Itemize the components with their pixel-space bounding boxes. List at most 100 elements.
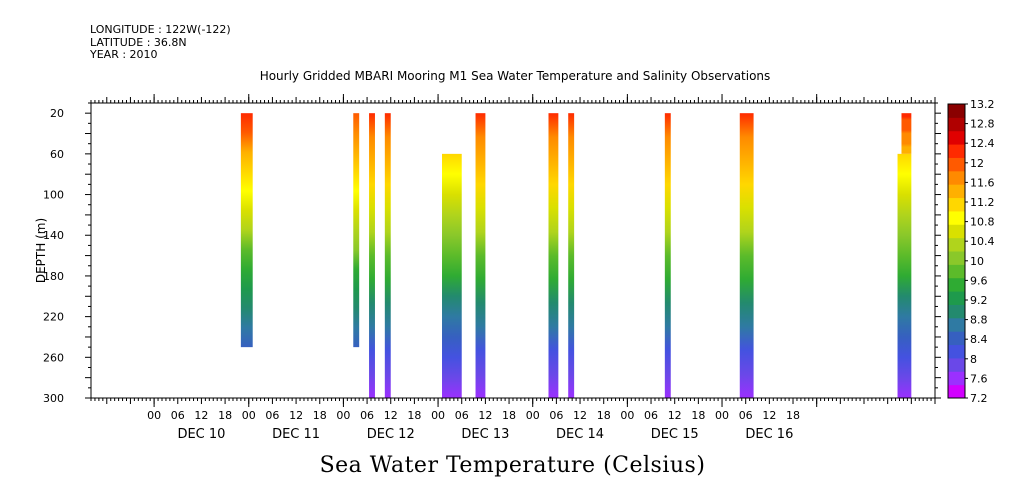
colorbar-tick-label: 11.6 xyxy=(970,176,995,189)
colorbar-tick-label: 8.8 xyxy=(970,314,988,327)
colorbar-swatch xyxy=(948,157,965,172)
temperature-profile-bar xyxy=(369,113,375,398)
colorbar-tick-label: 11.2 xyxy=(970,196,995,209)
hour-tick-label: 12 xyxy=(762,409,776,422)
day-label: DEC 15 xyxy=(651,427,699,442)
colorbar-swatch xyxy=(948,304,965,319)
colorbar-swatch xyxy=(948,237,965,252)
colorbar: 13.2 12.8 12.4 12 11.6 11.2 10.8 10.4 10 9.6 9.2 8.… xyxy=(947,98,995,405)
colorbar-swatch xyxy=(948,344,965,359)
day-label: DEC 14 xyxy=(556,427,604,442)
hour-tick-label: 18 xyxy=(691,409,705,422)
y-axis-label: DEPTH (m) xyxy=(34,218,48,283)
temperature-profile-bar xyxy=(442,153,462,398)
colorbar-tick-label: 8.4 xyxy=(970,333,988,346)
day-label: DEC 13 xyxy=(461,427,509,442)
temperature-profile-bar xyxy=(664,113,671,398)
colorbar-swatch xyxy=(948,264,965,279)
hour-tick-label: 06 xyxy=(549,409,563,422)
hour-tick-label: 18 xyxy=(407,409,421,422)
temperature-profile-bar xyxy=(384,113,391,398)
day-label: DEC 11 xyxy=(272,427,320,442)
day-label: DEC 10 xyxy=(177,427,225,442)
hour-tick-label: 00 xyxy=(242,409,256,422)
colorbar-swatch xyxy=(948,251,965,265)
colorbar-tick-label: 13.2 xyxy=(970,98,995,111)
colorbar-swatch xyxy=(948,117,965,132)
colorbar-tick-label: 10.4 xyxy=(970,235,995,248)
hour-tick-label: 12 xyxy=(668,409,682,422)
hour-tick-label: 12 xyxy=(478,409,492,422)
y-tick-label: 20 xyxy=(50,107,64,120)
year-text: YEAR : 2010 xyxy=(90,48,158,61)
mooring-metadata: LONGITUDE : 122W(-122) LATITUDE : 36.8N … xyxy=(90,23,231,62)
colorbar-swatch xyxy=(948,224,965,239)
hour-tick-label: 06 xyxy=(739,409,753,422)
y-tick-label: 300 xyxy=(43,392,64,405)
hour-tick-label: 12 xyxy=(384,409,398,422)
colorbar-tick-label: 7.6 xyxy=(970,372,988,385)
hour-tick-label: 12 xyxy=(289,409,303,422)
latitude-text: LATITUDE : 36.8N xyxy=(90,35,187,49)
colorbar-tick-label: 8 xyxy=(970,353,977,366)
y-tick-label: 100 xyxy=(43,189,64,202)
colorbar-tick-label: 10 xyxy=(970,255,984,268)
hour-tick-label: 00 xyxy=(526,409,540,422)
y-tick-label: 260 xyxy=(43,351,64,364)
hour-tick-label: 18 xyxy=(786,409,800,422)
hour-tick-label: 06 xyxy=(265,409,279,422)
hour-tick-label: 06 xyxy=(455,409,469,422)
hour-tick-label: 00 xyxy=(715,409,729,422)
hour-tick-label: 00 xyxy=(147,409,161,422)
hour-tick-label: 06 xyxy=(644,409,658,422)
colorbar-swatch xyxy=(948,210,965,225)
temperature-profile-bar xyxy=(240,113,253,348)
colorbar-swatch xyxy=(948,331,965,346)
hour-tick-label: 12 xyxy=(573,409,587,422)
colorbar-tick-label: 12 xyxy=(970,157,984,170)
colorbar-swatch xyxy=(948,144,965,158)
colorbar-swatch xyxy=(948,357,965,372)
temperature-profile-bar xyxy=(901,113,912,154)
colorbar-variable-label: Sea Water Temperature (Celsius) xyxy=(319,453,706,478)
day-label: DEC 16 xyxy=(745,427,793,442)
colorbar-tick-label: 7.2 xyxy=(970,392,988,405)
hour-tick-label: 00 xyxy=(336,409,350,422)
temperature-profile-bar xyxy=(897,153,912,398)
colorbar-swatch xyxy=(948,130,965,145)
colorbar-tick-label: 12.8 xyxy=(970,118,995,131)
colorbar-swatch xyxy=(948,277,965,292)
colorbar-frame xyxy=(947,103,966,399)
hour-tick-label: 06 xyxy=(171,409,185,422)
day-label: DEC 12 xyxy=(367,427,415,442)
colorbar-swatch xyxy=(948,104,965,118)
y-tick-label: 180 xyxy=(43,270,64,283)
colorbar-swatch xyxy=(948,317,965,332)
hour-tick-label: 18 xyxy=(502,409,516,422)
profile-bars xyxy=(240,113,912,398)
temperature-profile-bar xyxy=(548,113,559,398)
colorbar-swatch xyxy=(948,291,965,305)
colorbar-tick-label: 12.4 xyxy=(970,137,995,150)
temperature-profile-bar xyxy=(568,113,575,398)
plot-frame xyxy=(90,102,936,399)
temperature-profile-bar xyxy=(353,113,360,348)
hour-tick-label: 00 xyxy=(431,409,445,422)
hour-tick-label: 18 xyxy=(313,409,327,422)
hour-tick-label: 00 xyxy=(620,409,634,422)
y-tick-label: 220 xyxy=(43,311,64,324)
axis-labels: 00 06 12 18 00 06 12 18 00 06 12 18 00 06 12 18 00 06 12 18… xyxy=(34,107,800,442)
colorbar-swatch xyxy=(948,184,965,199)
colorbar-swatch xyxy=(948,371,965,386)
hour-tick-label: 12 xyxy=(194,409,208,422)
colorbar-tick-label: 10.8 xyxy=(970,216,995,229)
chart-title: Hourly Gridded MBARI Mooring M1 Sea Wate… xyxy=(259,69,771,83)
colorbar-swatch xyxy=(948,384,965,399)
hour-tick-label: 06 xyxy=(360,409,374,422)
axis-ticks xyxy=(85,94,941,407)
hour-tick-label: 18 xyxy=(597,409,611,422)
colorbar-swatch xyxy=(948,170,965,185)
temperature-profile-bar xyxy=(739,113,754,398)
colorbar-tick-label: 9.6 xyxy=(970,274,988,287)
